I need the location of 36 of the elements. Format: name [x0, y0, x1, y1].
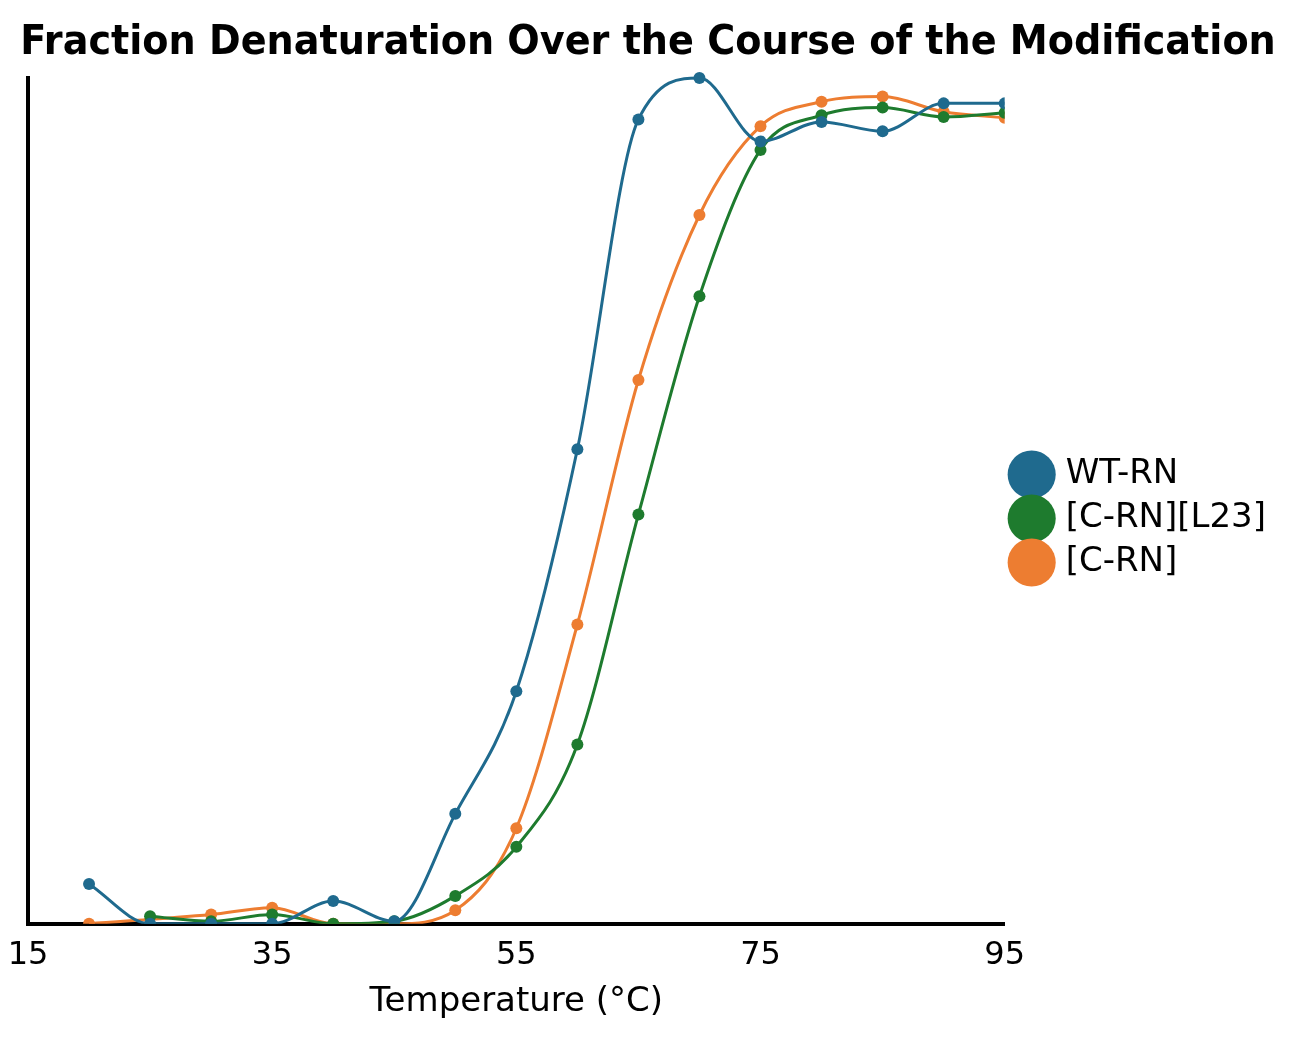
- x-tick-label: 75: [740, 934, 781, 973]
- point: [937, 97, 950, 110]
- x-axis-title: Temperature (°C): [368, 979, 664, 1020]
- point: [815, 115, 828, 128]
- legend-label: [C-RN][L23]: [1065, 495, 1267, 536]
- point: [815, 95, 828, 108]
- point: [449, 807, 462, 820]
- point: [510, 822, 523, 835]
- point: [510, 840, 523, 853]
- point: [876, 125, 889, 138]
- point: [449, 904, 462, 917]
- point: [83, 878, 96, 891]
- legend-label: WT-RN: [1065, 451, 1179, 492]
- point: [510, 685, 523, 698]
- point: [876, 90, 889, 103]
- point: [571, 618, 584, 631]
- point: [632, 113, 645, 126]
- point: [693, 290, 706, 303]
- point: [571, 443, 584, 456]
- point: [693, 209, 706, 222]
- point: [937, 110, 950, 123]
- point: [754, 135, 767, 148]
- point: [876, 101, 889, 114]
- point: [754, 120, 767, 133]
- x-tick-label: 35: [251, 934, 293, 973]
- x-tick-label: 15: [7, 934, 49, 973]
- point: [632, 373, 645, 386]
- x-tick-label: 55: [495, 934, 537, 973]
- point: [571, 738, 584, 751]
- x-tick-label: 95: [984, 934, 1026, 973]
- point: [449, 889, 462, 902]
- chart-title: Fraction Denaturation Over the Course of the Modification: [20, 17, 1276, 64]
- point: [693, 72, 706, 84]
- point: [632, 508, 645, 521]
- point: [327, 894, 340, 907]
- legend-label: [C-RN]: [1065, 539, 1178, 580]
